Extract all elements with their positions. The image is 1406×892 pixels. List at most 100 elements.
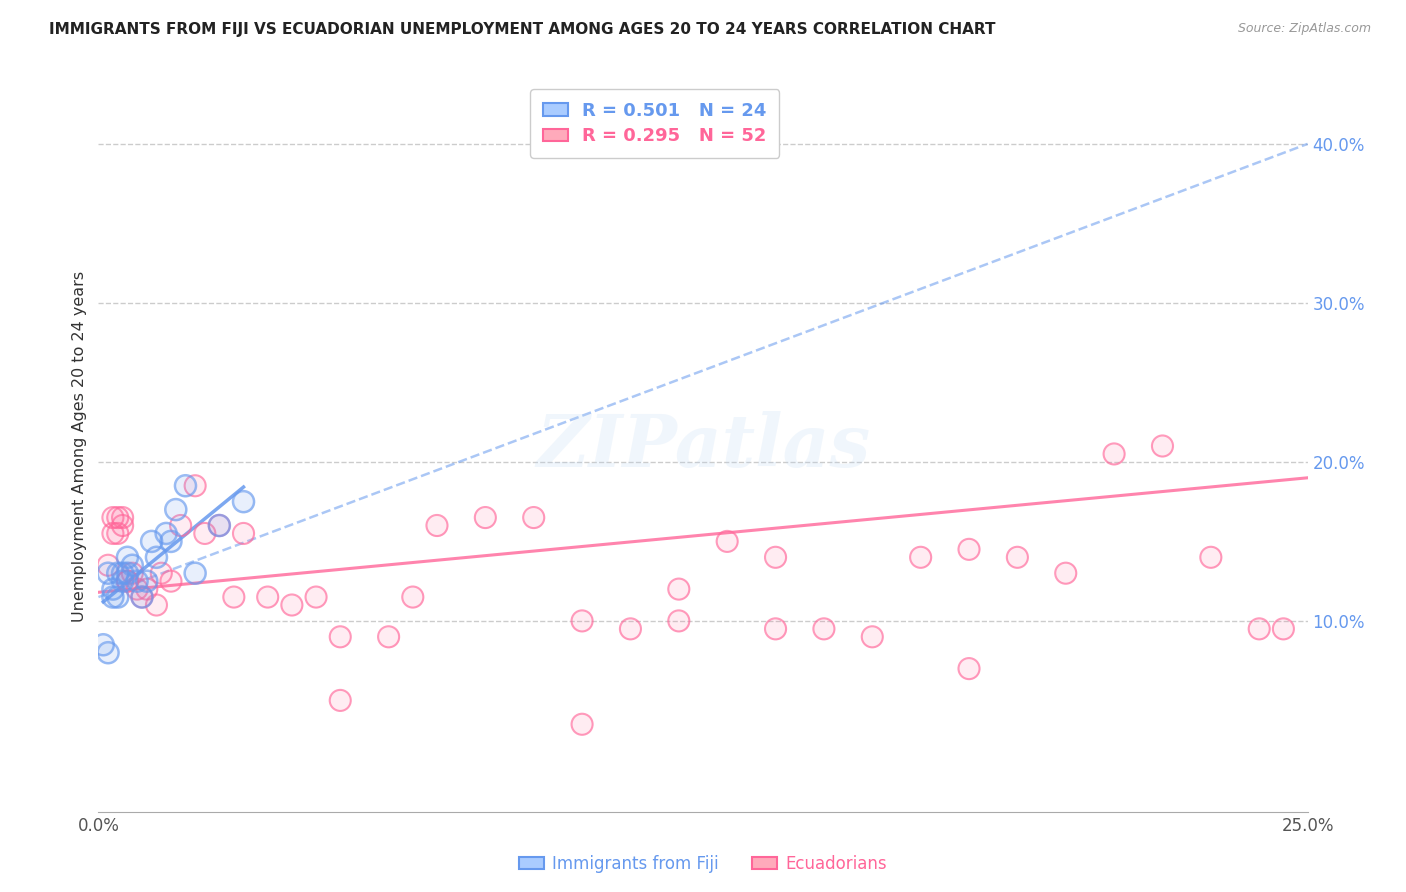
Point: [716, 534, 738, 549]
Point: [97, 646, 120, 660]
Point: [91, 638, 114, 652]
Point: [107, 566, 129, 581]
Point: [1152, 439, 1174, 453]
Point: [127, 582, 149, 596]
Point: [117, 574, 139, 589]
Point: [1152, 439, 1174, 453]
Point: [668, 614, 690, 628]
Point: [765, 622, 787, 636]
Point: [101, 526, 124, 541]
Point: [208, 518, 231, 533]
Point: [101, 510, 124, 524]
Point: [957, 662, 980, 676]
Point: [619, 622, 641, 636]
Point: [121, 558, 143, 573]
Point: [208, 518, 231, 533]
Point: [174, 479, 197, 493]
Point: [141, 534, 163, 549]
Point: [523, 510, 546, 524]
Text: Source: ZipAtlas.com: Source: ZipAtlas.com: [1237, 22, 1371, 36]
Point: [145, 550, 167, 565]
Point: [523, 510, 546, 524]
Point: [131, 590, 153, 604]
Point: [474, 510, 496, 524]
Point: [668, 582, 690, 596]
Point: [117, 566, 139, 581]
Point: [145, 550, 167, 565]
Point: [111, 510, 134, 524]
Point: [329, 630, 352, 644]
Point: [111, 566, 134, 581]
Point: [305, 590, 328, 604]
Point: [97, 566, 120, 581]
Point: [111, 518, 134, 533]
Point: [377, 630, 399, 644]
Point: [111, 574, 134, 589]
Point: [765, 550, 787, 565]
Point: [127, 582, 149, 596]
Point: [329, 693, 352, 707]
Point: [131, 590, 153, 604]
Y-axis label: Unemployment Among Ages 20 to 24 years: Unemployment Among Ages 20 to 24 years: [72, 270, 87, 622]
Point: [910, 550, 932, 565]
Point: [127, 574, 149, 589]
Point: [131, 590, 153, 604]
Point: [1102, 447, 1125, 461]
Point: [117, 550, 139, 565]
Point: [135, 574, 157, 589]
Point: [281, 598, 304, 612]
Point: [1249, 622, 1271, 636]
Point: [1249, 622, 1271, 636]
Point: [91, 638, 114, 652]
Point: [135, 582, 157, 596]
Point: [910, 550, 932, 565]
Point: [1102, 447, 1125, 461]
Point: [860, 630, 883, 644]
Point: [135, 582, 157, 596]
Point: [232, 526, 254, 541]
Point: [160, 574, 183, 589]
Point: [135, 574, 157, 589]
Point: [668, 614, 690, 628]
Point: [765, 622, 787, 636]
Point: [184, 566, 207, 581]
Point: [107, 526, 129, 541]
Point: [232, 494, 254, 508]
Point: [571, 614, 593, 628]
Point: [107, 510, 129, 524]
Point: [127, 574, 149, 589]
Point: [97, 558, 120, 573]
Point: [111, 566, 134, 581]
Point: [957, 542, 980, 557]
Point: [117, 574, 139, 589]
Point: [121, 566, 143, 581]
Point: [402, 590, 425, 604]
Point: [111, 574, 134, 589]
Point: [1054, 566, 1077, 581]
Point: [117, 574, 139, 589]
Point: [101, 526, 124, 541]
Point: [716, 534, 738, 549]
Point: [426, 518, 449, 533]
Point: [329, 630, 352, 644]
Point: [101, 582, 124, 596]
Point: [1054, 566, 1077, 581]
Point: [165, 502, 187, 516]
Point: [668, 582, 690, 596]
Point: [101, 582, 124, 596]
Point: [155, 526, 177, 541]
Point: [1199, 550, 1222, 565]
Point: [107, 566, 129, 581]
Point: [813, 622, 835, 636]
Point: [145, 598, 167, 612]
Point: [101, 590, 124, 604]
Point: [1272, 622, 1295, 636]
Point: [117, 566, 139, 581]
Point: [150, 566, 173, 581]
Point: [208, 518, 231, 533]
Point: [813, 622, 835, 636]
Legend: R = 0.501   N = 24, R = 0.295   N = 52: R = 0.501 N = 24, R = 0.295 N = 52: [530, 89, 779, 158]
Point: [402, 590, 425, 604]
Point: [117, 574, 139, 589]
Point: [145, 598, 167, 612]
